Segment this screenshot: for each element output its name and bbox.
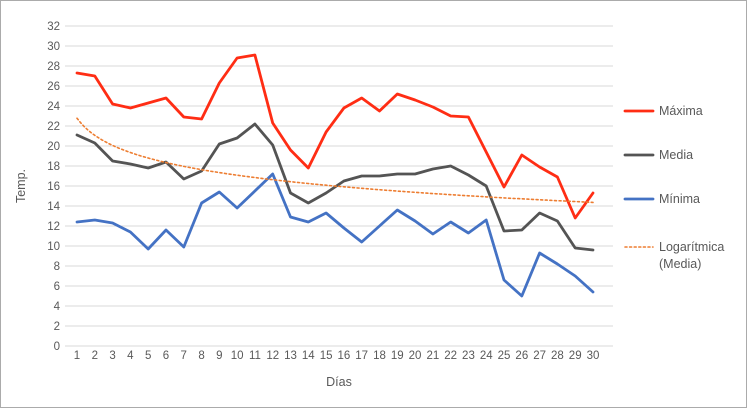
legend: Máxima Media Mínima Logarítmica (Media) bbox=[623, 104, 724, 271]
legend-label: Mínima bbox=[659, 192, 700, 206]
y-tick-label: 18 bbox=[47, 161, 60, 173]
y-tick-label: 26 bbox=[47, 81, 60, 93]
y-tick-label: 2 bbox=[54, 321, 60, 333]
series-lines bbox=[75, 53, 595, 298]
x-tick-label: 3 bbox=[109, 350, 115, 362]
legend-label: (Media) bbox=[659, 257, 701, 271]
x-tick-label: 13 bbox=[284, 350, 297, 362]
x-tick-label: 7 bbox=[181, 350, 187, 362]
legend-item-m-nima[interactable]: Mínima bbox=[623, 192, 700, 206]
series-line-m-xima[interactable] bbox=[75, 53, 595, 220]
series-line-media[interactable] bbox=[75, 122, 595, 252]
x-tick-label: 29 bbox=[569, 350, 582, 362]
legend-label: Máxima bbox=[659, 104, 703, 118]
legend-label: Media bbox=[659, 148, 693, 162]
x-tick-label: 9 bbox=[216, 350, 222, 362]
y-tick-label: 8 bbox=[54, 261, 60, 273]
x-axis-title: Días bbox=[326, 375, 352, 389]
x-tick-label: 17 bbox=[355, 350, 368, 362]
y-tick-label: 16 bbox=[47, 181, 60, 193]
x-tick-label: 27 bbox=[533, 350, 546, 362]
series-line-m-nima[interactable] bbox=[75, 172, 595, 298]
y-axis-title: Temp. bbox=[14, 169, 28, 203]
x-tick-label: 8 bbox=[198, 350, 204, 362]
gridlines bbox=[65, 25, 613, 347]
y-tick-label: 4 bbox=[54, 301, 61, 313]
x-tick-label: 28 bbox=[551, 350, 564, 362]
x-tick-label: 25 bbox=[498, 350, 511, 362]
x-tick-label: 23 bbox=[462, 350, 475, 362]
x-tick-label: 20 bbox=[409, 350, 422, 362]
x-tick-label: 30 bbox=[587, 350, 600, 362]
x-tick-label: 6 bbox=[163, 350, 169, 362]
x-tick-label: 2 bbox=[92, 350, 98, 362]
x-tick-label: 15 bbox=[320, 350, 333, 362]
y-tick-label: 22 bbox=[47, 121, 60, 133]
x-tick-label: 26 bbox=[515, 350, 528, 362]
y-tick-label: 30 bbox=[47, 41, 60, 53]
legend-item-logar-tmica-media-[interactable]: Logarítmica (Media) bbox=[624, 240, 724, 271]
x-tick-label: 10 bbox=[231, 350, 244, 362]
x-tick-label: 4 bbox=[127, 350, 134, 362]
y-tick-label: 20 bbox=[47, 141, 60, 153]
x-tick-label: 11 bbox=[249, 350, 261, 362]
x-tick-label: 14 bbox=[302, 350, 315, 362]
x-tick-label: 19 bbox=[391, 350, 404, 362]
x-tick-label: 21 bbox=[426, 350, 439, 362]
x-axis-tick-labels: 1 2 3 4 5 6 7 8 9 10 11 12 13 14 15 16 17 18 19 20 21 22 23 24 2… bbox=[74, 350, 600, 362]
legend-item-media[interactable]: Media bbox=[623, 148, 693, 162]
x-tick-label: 24 bbox=[480, 350, 493, 362]
y-tick-label: 28 bbox=[47, 61, 60, 73]
y-tick-label: 0 bbox=[54, 341, 60, 353]
x-tick-label: 22 bbox=[444, 350, 457, 362]
y-tick-label: 6 bbox=[54, 281, 60, 293]
x-tick-label: 5 bbox=[145, 350, 151, 362]
series-line-logar-tmica-media-[interactable] bbox=[76, 117, 594, 204]
y-tick-label: 10 bbox=[47, 241, 60, 253]
y-tick-label: 32 bbox=[47, 21, 60, 33]
x-tick-label: 16 bbox=[337, 350, 350, 362]
x-tick-label: 18 bbox=[373, 350, 386, 362]
legend-item-m-xima[interactable]: Máxima bbox=[623, 104, 703, 118]
x-tick-label: 12 bbox=[266, 350, 279, 362]
y-tick-label: 14 bbox=[47, 201, 60, 213]
legend-label: Logarítmica bbox=[659, 240, 724, 254]
y-tick-label: 24 bbox=[47, 101, 60, 113]
y-tick-label: 12 bbox=[47, 221, 60, 233]
x-tick-label: 1 bbox=[74, 350, 80, 362]
